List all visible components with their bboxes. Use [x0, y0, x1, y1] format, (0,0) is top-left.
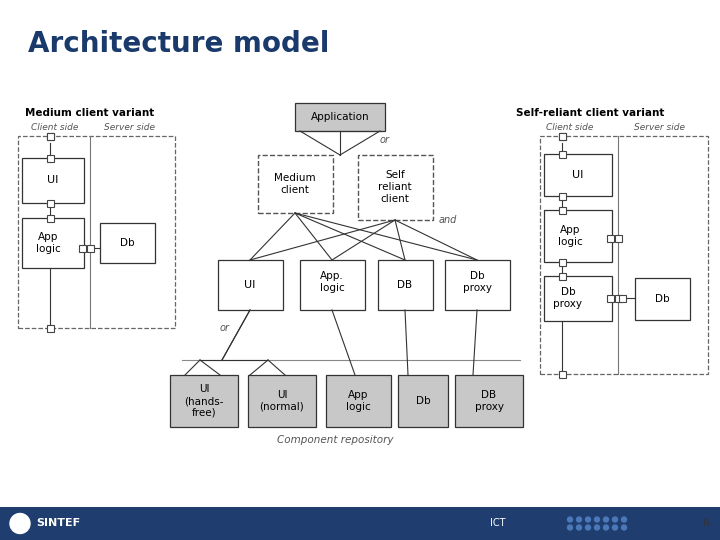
Circle shape	[621, 517, 626, 522]
Text: Server side: Server side	[104, 124, 156, 132]
Bar	[559, 192, 565, 199]
Bar	[618, 294, 626, 301]
Text: 6: 6	[703, 518, 709, 529]
Text: UI: UI	[244, 280, 256, 290]
Bar	[559, 206, 565, 213]
Circle shape	[613, 517, 618, 522]
Bar	[540, 136, 708, 374]
Text: Server side: Server side	[634, 124, 685, 132]
Bar	[170, 375, 238, 427]
Text: App
logic: App logic	[35, 232, 60, 254]
Text: Application: Application	[311, 112, 369, 122]
Bar	[398, 375, 448, 427]
Circle shape	[603, 525, 608, 530]
Circle shape	[613, 525, 618, 530]
Text: UI: UI	[572, 170, 584, 180]
Bar	[559, 151, 565, 158]
Text: DB
proxy: DB proxy	[474, 390, 503, 412]
Text: DB: DB	[397, 280, 413, 290]
Circle shape	[10, 514, 30, 534]
Bar	[635, 278, 690, 320]
Text: or: or	[220, 323, 230, 333]
Bar	[455, 375, 523, 427]
Text: or: or	[380, 135, 390, 145]
Bar	[0, 507, 720, 540]
Bar	[258, 155, 333, 213]
Bar	[614, 294, 621, 301]
Text: Db: Db	[415, 396, 431, 406]
Text: UI
(hands-
free): UI (hands- free)	[184, 384, 224, 417]
Bar	[445, 260, 510, 310]
Circle shape	[595, 517, 600, 522]
Text: UI: UI	[48, 175, 59, 185]
Text: Architecture model: Architecture model	[28, 30, 329, 58]
Bar	[22, 158, 84, 203]
Bar	[606, 234, 613, 241]
Bar	[559, 370, 565, 377]
Text: App
logic: App logic	[346, 390, 371, 412]
Text: Db: Db	[654, 294, 670, 304]
Bar	[22, 218, 84, 268]
Bar	[248, 375, 316, 427]
Circle shape	[577, 517, 582, 522]
Bar	[47, 199, 53, 206]
Circle shape	[577, 525, 582, 530]
Text: Self-reliant client variant: Self-reliant client variant	[516, 108, 664, 118]
Circle shape	[585, 525, 590, 530]
Bar	[47, 132, 53, 139]
Circle shape	[567, 517, 572, 522]
Text: Self
reliant
client: Self reliant client	[378, 171, 412, 204]
Text: Component repository: Component repository	[276, 435, 393, 445]
Circle shape	[621, 525, 626, 530]
Text: Medium
client: Medium client	[274, 173, 316, 195]
Circle shape	[585, 517, 590, 522]
Circle shape	[595, 525, 600, 530]
Text: Db: Db	[120, 238, 135, 248]
Bar	[47, 325, 53, 332]
Text: Db
proxy: Db proxy	[462, 271, 492, 293]
Bar	[559, 259, 565, 266]
Bar	[47, 154, 53, 161]
Bar	[614, 234, 621, 241]
Bar	[358, 155, 433, 220]
Circle shape	[603, 517, 608, 522]
Circle shape	[567, 525, 572, 530]
Bar	[544, 210, 612, 262]
Bar	[218, 260, 283, 310]
Bar	[606, 294, 613, 301]
Text: App
logic: App logic	[557, 225, 582, 247]
Bar	[559, 273, 565, 280]
Text: ICT: ICT	[490, 518, 505, 529]
Text: Client side: Client side	[546, 124, 594, 132]
Bar	[559, 132, 565, 139]
Bar	[78, 245, 86, 252]
Bar	[544, 276, 612, 321]
Bar	[544, 154, 612, 196]
Text: Medium client variant: Medium client variant	[25, 108, 154, 118]
Bar	[18, 136, 175, 328]
Bar	[300, 260, 365, 310]
Bar	[559, 132, 565, 139]
Text: App.
logic: App. logic	[320, 271, 344, 293]
Bar	[378, 260, 433, 310]
Bar	[47, 214, 53, 221]
Text: Db
proxy: Db proxy	[554, 287, 582, 309]
Bar	[326, 375, 391, 427]
Bar	[295, 103, 385, 131]
Text: UI
(normal): UI (normal)	[260, 390, 305, 412]
Bar	[100, 223, 155, 263]
Bar	[86, 245, 94, 252]
Text: SINTEF: SINTEF	[36, 518, 80, 529]
Text: and: and	[438, 215, 457, 225]
Bar	[47, 132, 53, 139]
Text: Client side: Client side	[31, 124, 78, 132]
